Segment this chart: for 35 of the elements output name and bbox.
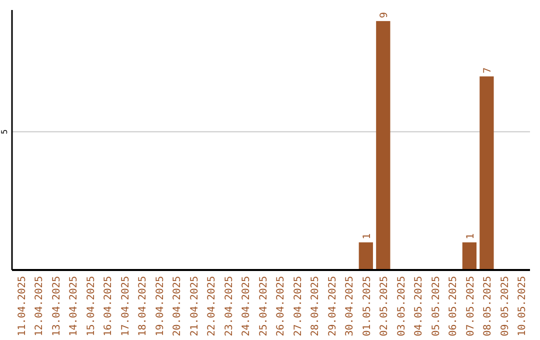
x-tick-label: 04.05.2025: [414, 276, 425, 336]
x-tick-label: 09.05.2025: [500, 276, 511, 336]
x-tick-label: 17.04.2025: [120, 276, 132, 336]
x-tick-label: 01.05.2025: [362, 276, 373, 336]
x-tick-label: 14.04.2025: [68, 276, 80, 336]
x-tick-label: 23.04.2025: [224, 276, 235, 336]
x-tick-label: 27.04.2025: [292, 276, 304, 336]
x-tick-label: 10.05.2025: [517, 276, 528, 336]
x-tick-label: 29.04.2025: [327, 276, 338, 336]
x-tick-label: 08.05.2025: [482, 276, 494, 336]
x-tick-label: 02.05.2025: [379, 276, 390, 336]
x-tick-label: 06.05.2025: [448, 276, 460, 336]
data-label: 9: [379, 12, 390, 18]
x-tick-label: 03.05.2025: [396, 276, 408, 336]
x-tick-label: 19.04.2025: [154, 276, 166, 336]
x-tick-label: 11.04.2025: [16, 276, 28, 336]
data-label: 1: [362, 233, 373, 240]
x-tick-label: 24.04.2025: [241, 276, 252, 336]
x-tick-label: 07.05.2025: [465, 276, 476, 336]
x-tick-label: 16.04.2025: [103, 276, 114, 336]
x-tick-label: 28.04.2025: [310, 276, 322, 336]
x-tick-label: 13.04.2025: [51, 276, 62, 336]
data-label: 7: [482, 67, 494, 74]
x-tick-label: 20.04.2025: [172, 276, 184, 336]
x-tick-label: 05.05.2025: [430, 276, 442, 336]
x-tick-label: 21.04.2025: [189, 276, 200, 336]
x-tick-label: 30.04.2025: [344, 276, 356, 336]
x-tick-label: 12.04.2025: [34, 276, 46, 336]
data-label: 1: [465, 233, 476, 240]
x-tick-label: 25.04.2025: [258, 276, 270, 336]
y-tick-label: 5: [0, 129, 9, 134]
x-tick-label: 15.04.2025: [86, 276, 97, 336]
x-tick-label: 26.04.2025: [276, 276, 287, 336]
x-tick-label: 22.04.2025: [206, 276, 218, 336]
x-tick-label: 18.04.2025: [138, 276, 149, 336]
